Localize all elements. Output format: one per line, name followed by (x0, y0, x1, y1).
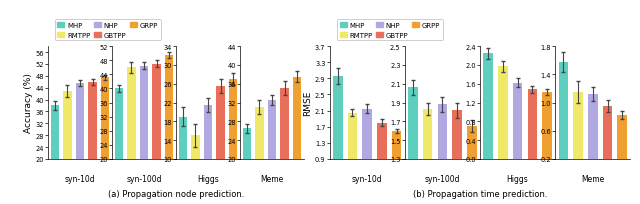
Bar (88, 82, 97, 204)
Text: syn-100d: syn-100d (126, 174, 162, 183)
Text: Meme: Meme (260, 174, 284, 183)
Bar (423, 110, 433, 204)
Text: syn-10d: syn-10d (65, 174, 95, 183)
Text: (a) Propagation node prediction.: (a) Propagation node prediction. (108, 189, 244, 198)
Bar (527, 90, 537, 159)
Bar (377, 123, 387, 195)
Text: Meme: Meme (581, 174, 604, 183)
Bar (268, 101, 276, 204)
Bar (573, 92, 583, 173)
Text: syn-100d: syn-100d (425, 174, 460, 183)
Bar (101, 78, 109, 204)
Bar (467, 126, 477, 204)
Bar (191, 136, 200, 204)
Bar (204, 105, 212, 204)
Bar (293, 77, 301, 204)
Bar (588, 95, 598, 173)
Bar (255, 108, 264, 204)
Text: Higgs: Higgs (197, 174, 219, 183)
Legend: MHP, RMTPP, NHP, GBTPP, GRPP: MHP, RMTPP, NHP, GBTPP, GRPP (54, 20, 161, 41)
Legend: MHP, RMTPP, NHP, GBTPP, GRPP: MHP, RMTPP, NHP, GBTPP, GRPP (337, 20, 443, 41)
Y-axis label: RMSE: RMSE (303, 90, 312, 116)
Bar (333, 77, 342, 195)
Bar (392, 131, 401, 195)
Text: (b) Propagation time prediction.: (b) Propagation time prediction. (413, 189, 547, 198)
Bar (603, 106, 612, 173)
Bar (216, 87, 225, 204)
Bar (229, 80, 237, 204)
Bar (165, 56, 173, 204)
Bar (542, 93, 552, 159)
Bar (438, 105, 447, 204)
Bar (152, 64, 161, 204)
Bar (348, 113, 357, 195)
Bar (498, 67, 508, 159)
Bar (362, 109, 372, 195)
Y-axis label: Accuracy (%): Accuracy (%) (24, 73, 33, 133)
Bar (63, 91, 72, 204)
Text: syn-10d: syn-10d (352, 174, 383, 183)
Bar (618, 116, 627, 173)
Bar (513, 83, 522, 159)
Bar (51, 106, 59, 204)
Bar (483, 54, 493, 159)
Bar (140, 66, 148, 204)
Bar (115, 89, 123, 204)
Text: Higgs: Higgs (507, 174, 529, 183)
Bar (243, 129, 251, 204)
Bar (127, 68, 136, 204)
Bar (559, 62, 568, 173)
Bar (452, 111, 462, 204)
Bar (179, 117, 187, 204)
Bar (408, 88, 418, 204)
Bar (76, 84, 84, 204)
Bar (280, 89, 289, 204)
